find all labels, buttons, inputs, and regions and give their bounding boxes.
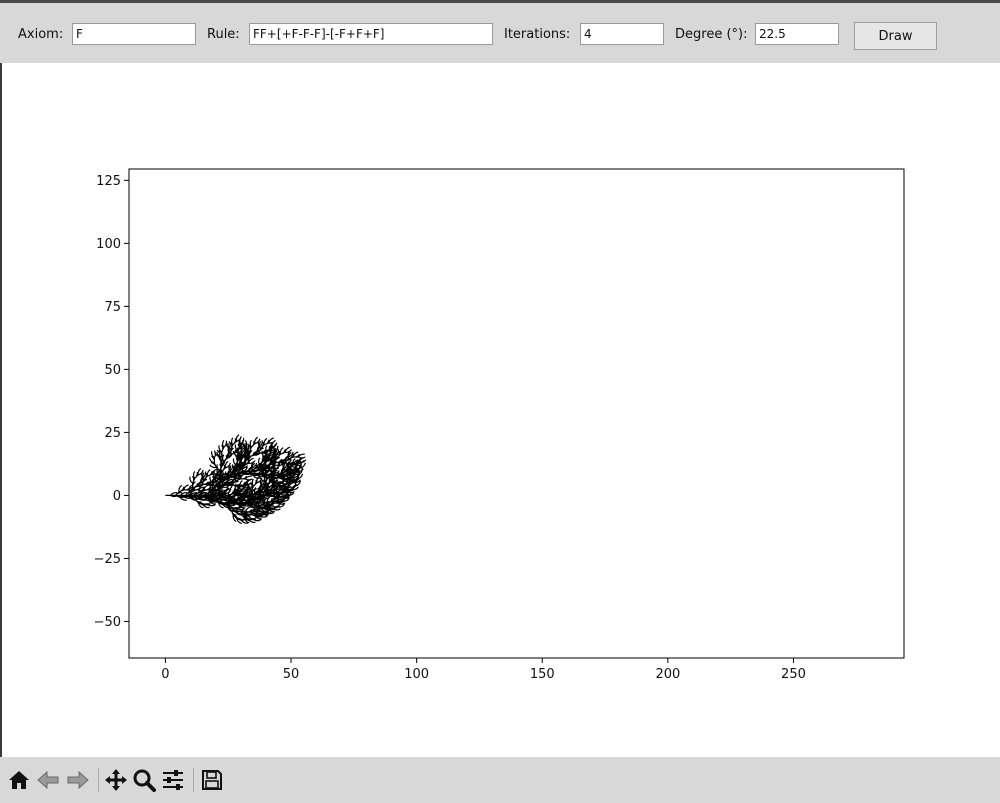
y-tick-label: 50 [104, 363, 121, 378]
home-icon [9, 771, 29, 789]
toolbar-separator [193, 768, 194, 792]
controls-bar: Axiom: Rule: Iterations: Degree (°): Dra… [0, 0, 1000, 63]
degree-label: Degree (°): [675, 27, 748, 42]
zoom-icon [133, 769, 156, 792]
x-tick-label: 250 [781, 667, 806, 682]
iterations-label: Iterations: [504, 27, 571, 42]
home-button[interactable] [6, 766, 32, 794]
y-tick-label: 0 [113, 489, 121, 504]
lsystem-path [165, 434, 307, 525]
forward-button[interactable] [65, 766, 91, 794]
iterations-input[interactable] [580, 23, 664, 45]
x-tick-label: 50 [283, 667, 300, 682]
y-tick-label: 125 [96, 174, 121, 189]
configure-subplots-button[interactable] [160, 766, 186, 794]
back-arrow-icon [37, 770, 59, 790]
save-button[interactable] [199, 766, 225, 794]
save-icon [202, 770, 222, 790]
x-tick-label: 0 [161, 667, 169, 682]
back-button[interactable] [35, 766, 61, 794]
y-tick-label: −50 [94, 615, 121, 630]
forward-arrow-icon [67, 770, 89, 790]
rule-label: Rule: [207, 27, 240, 42]
plot-canvas[interactable]: 0 50 100 150 200 250 −50 −25 0 25 50 75 100 125 [0, 63, 1000, 757]
pan-button[interactable] [103, 766, 129, 794]
toolbar-separator [98, 768, 99, 792]
draw-button[interactable]: Draw [854, 22, 937, 50]
lsystem-plot: 0 50 100 150 200 250 −50 −25 0 25 50 75 100 125 [94, 168, 905, 682]
y-tick-label: 100 [96, 237, 121, 252]
degree-input[interactable] [755, 23, 839, 45]
sliders-icon [163, 770, 183, 790]
y-tick-label: 25 [104, 426, 121, 441]
x-tick-label: 100 [404, 667, 429, 682]
axiom-label: Axiom: [18, 27, 64, 42]
y-tick-label: −25 [94, 552, 121, 567]
move-icon [105, 769, 127, 791]
rule-input[interactable] [249, 23, 493, 45]
x-tick-label: 200 [655, 667, 680, 682]
x-tick-label: 150 [530, 667, 555, 682]
axes-frame [128, 168, 905, 659]
axiom-input[interactable] [72, 23, 196, 45]
y-tick-label: 75 [104, 300, 121, 315]
zoom-button[interactable] [131, 766, 157, 794]
